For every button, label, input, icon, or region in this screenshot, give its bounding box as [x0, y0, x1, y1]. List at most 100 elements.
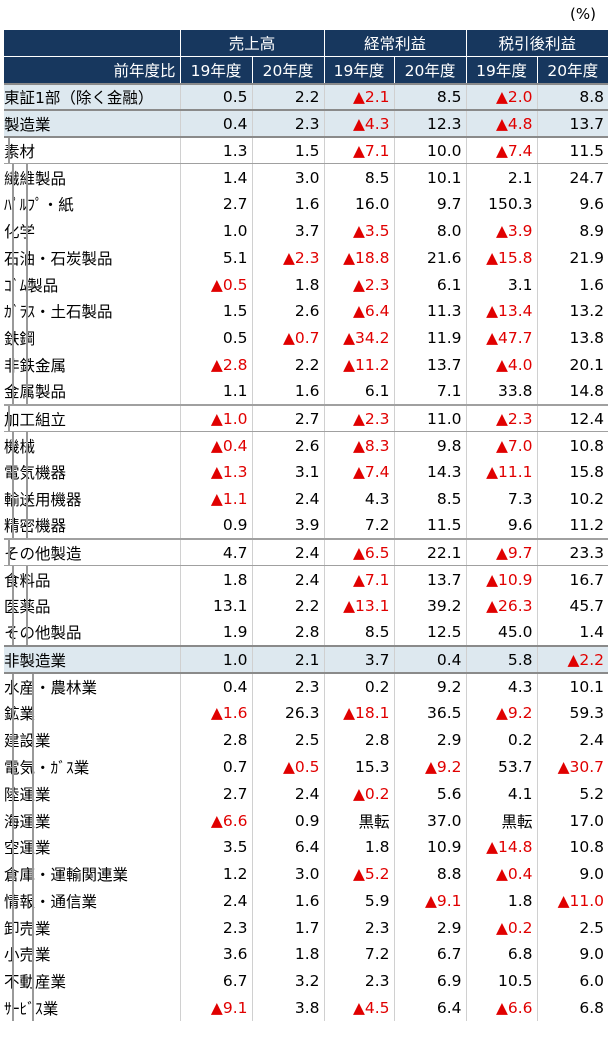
tree-line	[32, 780, 34, 808]
value-cell: 2.1	[251, 645, 325, 675]
value-cell: 9.7	[393, 190, 467, 218]
value-cell: 13.2	[536, 297, 609, 325]
value-cell: 1.8	[465, 887, 538, 915]
value-cell: 11.0	[393, 404, 467, 433]
row-label-text: 鉄鋼	[4, 330, 36, 349]
tree-line	[12, 674, 14, 700]
value-cell: 1.3	[179, 136, 252, 165]
value-cell: 3.8	[251, 994, 325, 1022]
value-cell: 3.2	[251, 967, 325, 995]
tree-line	[32, 674, 34, 700]
table-row: 金属製品 1.1 1.6 6.1 7.1 33.8 14.8	[4, 378, 609, 406]
value-cell: 6.4	[251, 833, 325, 861]
value-cell: ▲0.4	[179, 431, 252, 459]
table-row: 東証1部（除く金融） 0.5 2.2 ▲2.1 8.5 ▲2.0 8.8	[4, 82, 609, 112]
tree-line	[26, 378, 28, 405]
value-cell: 4.3	[323, 485, 395, 513]
tree-line	[8, 139, 10, 163]
row-label: ｻｰﾋﾞｽ業	[4, 994, 180, 1022]
table-row: ｻｰﾋﾞｽ業 ▲9.13.8▲4.56.4▲6.66.8	[4, 994, 609, 1022]
value-cell: 3.0	[251, 860, 325, 888]
value-cell: 150.3	[465, 190, 538, 218]
tree-line	[12, 967, 14, 995]
tree-line	[12, 726, 14, 754]
value-cell: 7.2	[323, 512, 395, 540]
value-cell: 2.3	[323, 914, 395, 942]
value-cell: ▲1.0	[179, 404, 252, 433]
value-cell: ▲4.0	[465, 351, 538, 379]
value-cell: 2.4	[536, 726, 609, 754]
value-cell: 2.6	[251, 297, 325, 325]
value-cell: 1.6	[251, 190, 325, 218]
table-row: 電気機器 ▲1.3 3.1 ▲7.4 14.3 ▲11.1 15.8	[4, 458, 609, 486]
value-cell: 11.5	[393, 512, 467, 540]
value-cell: ▲0.5	[251, 753, 325, 781]
row-label-text: 加工組立	[4, 410, 67, 429]
row-label: 素材	[4, 136, 180, 165]
row-label-text: 建設業	[4, 732, 51, 751]
tree-line	[12, 244, 14, 272]
tree-line	[12, 780, 14, 808]
value-cell: ▲0.5	[179, 271, 252, 298]
value-cell: 10.1	[536, 673, 609, 700]
table-row: 卸売業 2.3 1.7 2.3 2.9 ▲0.2 2.5	[4, 914, 609, 942]
row-label-text: 海運業	[4, 812, 51, 831]
value-cell: 2.4	[251, 780, 325, 808]
tree-line	[12, 164, 14, 191]
tree-line	[12, 297, 14, 325]
tree-line	[26, 619, 28, 646]
row-label: 水産・農林業	[4, 673, 180, 700]
value-cell: ▲4.3	[323, 109, 395, 139]
value-cell: 10.8	[536, 431, 609, 459]
value-cell: 2.4	[179, 887, 252, 915]
row-label: 金属製品	[4, 378, 180, 405]
value-cell: 13.1	[179, 592, 252, 620]
value-cell: ▲7.0	[465, 431, 538, 459]
value-cell: ▲2.1	[323, 82, 395, 112]
value-cell: ▲9.1	[179, 994, 252, 1022]
value-cell: 黒転	[323, 807, 395, 834]
table-row: ｶﾞﾗｽ・土石製品 1.5 2.6 ▲6.4 11.3 ▲13.4 13.2	[4, 297, 609, 325]
value-cell: 2.6	[251, 431, 325, 459]
value-cell: 6.7	[179, 967, 252, 995]
header-corner-label: 前年度比	[4, 56, 180, 84]
value-cell: 6.7	[393, 941, 467, 968]
table-row: 倉庫・運輸関連業 1.2 3.0 ▲5.2 8.8 ▲0.4 9.0	[4, 860, 609, 888]
value-cell: 2.8	[251, 619, 325, 647]
table-row: 食料品1.82.4▲7.113.7▲10.916.7	[4, 565, 609, 593]
value-cell: 13.8	[536, 324, 609, 352]
value-cell: 3.5	[179, 833, 252, 861]
value-cell: 36.5	[393, 699, 467, 727]
tree-line	[12, 914, 14, 942]
value-cell: 10.9	[393, 833, 467, 861]
value-cell: 0.7	[179, 753, 252, 781]
value-cell: 9.0	[536, 860, 609, 888]
row-label: 機械	[4, 432, 180, 459]
row-label-text: 石油・石炭製品	[4, 249, 113, 268]
table-row: ｺﾞﾑ製品 ▲0.5 1.8 ▲2.3 6.1 3.1 1.6	[4, 271, 609, 298]
value-cell: 0.2	[323, 673, 395, 700]
tree-line	[8, 407, 10, 431]
value-cell: 2.8	[323, 726, 395, 754]
value-cell: 1.8	[323, 833, 395, 861]
value-cell: ▲0.2	[465, 914, 538, 942]
table-row: 繊維製品 1.4 3.0 8.5 10.1 2.1 24.7	[4, 163, 609, 191]
value-cell: 2.4	[251, 565, 325, 593]
tree-line	[26, 566, 28, 593]
value-cell: ▲18.1	[323, 699, 395, 727]
value-cell: 4.3	[465, 673, 538, 700]
value-cell: 14.8	[536, 378, 609, 406]
tree-line	[12, 378, 14, 405]
tree-line	[12, 699, 14, 727]
value-cell: 0.5	[179, 324, 252, 352]
tree-line	[12, 432, 14, 459]
value-cell: 45.0	[465, 619, 538, 647]
row-label: その他製造	[4, 538, 180, 567]
value-cell: 9.2	[393, 673, 467, 700]
value-cell: 5.1	[179, 244, 252, 272]
table-row: 空運業 3.5 6.4 1.8 10.9 ▲14.8 10.8	[4, 833, 609, 861]
row-label-text: 非鉄金属	[4, 356, 67, 375]
row-label-text: 空運業	[4, 839, 51, 858]
value-cell: 4.7	[179, 538, 252, 567]
value-cell: 23.3	[536, 538, 609, 567]
